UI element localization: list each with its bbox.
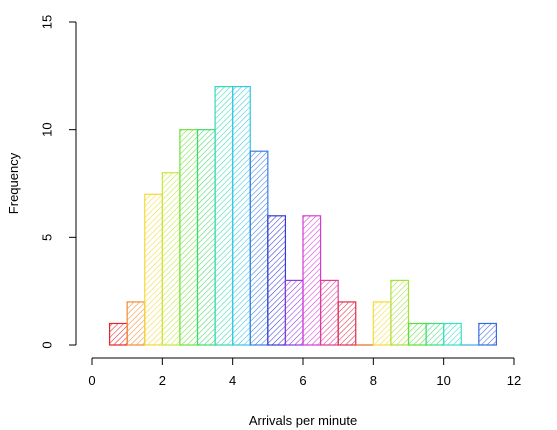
histogram-bar (179, 129, 199, 346)
histogram-bar (249, 150, 269, 346)
histogram-bars (108, 85, 498, 346)
x-axis-title: Arrivals per minute (249, 413, 357, 428)
x-tick-label: 8 (370, 373, 377, 388)
histogram-bar (443, 322, 462, 346)
x-tick-label: 4 (229, 373, 236, 388)
histogram-bar (196, 129, 216, 346)
histogram-bar (232, 85, 251, 346)
y-tick-label: 15 (39, 15, 54, 29)
histogram-bar (126, 301, 146, 346)
x-tick-label: 10 (436, 373, 450, 388)
y-axis-title: Frequency (6, 152, 21, 214)
histogram-bar (144, 193, 163, 346)
histogram-bar (425, 322, 445, 346)
x-tick-label: 0 (88, 373, 95, 388)
x-tick-label: 2 (159, 373, 166, 388)
x-axis: 0 2 4 6 8 10 12 (88, 357, 521, 388)
y-tick-label: 10 (39, 122, 54, 136)
histogram-bar (267, 215, 287, 346)
x-tick-label: 12 (507, 373, 521, 388)
histogram-bar (108, 322, 128, 346)
histogram-bar (337, 301, 357, 346)
y-tick-label: 0 (39, 341, 54, 348)
histogram-bar (407, 322, 427, 346)
y-tick-label: 5 (39, 234, 54, 241)
histogram-bar (284, 279, 304, 346)
histogram-bar (390, 279, 410, 346)
histogram-bar (372, 301, 392, 346)
histogram-bar (478, 322, 498, 346)
x-tick-label: 6 (299, 373, 306, 388)
histogram-bar (302, 215, 322, 346)
histogram-bar (214, 85, 234, 346)
y-axis: 0 5 10 15 (39, 15, 77, 349)
histogram-bar (161, 172, 181, 346)
histogram-bar (319, 279, 339, 346)
